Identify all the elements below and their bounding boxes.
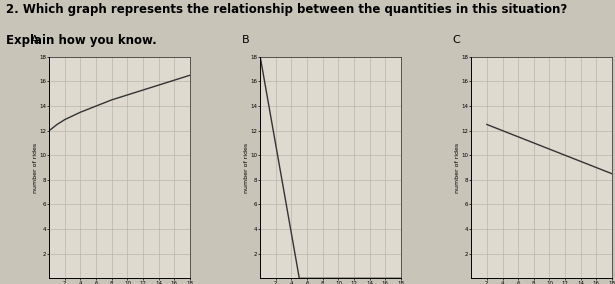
Y-axis label: number of rides: number of rides: [33, 143, 38, 193]
Y-axis label: number of rides: number of rides: [244, 143, 249, 193]
Text: Explain how you know.: Explain how you know.: [6, 34, 157, 47]
Text: C: C: [453, 36, 461, 45]
Y-axis label: number of rides: number of rides: [455, 143, 460, 193]
Text: 2. Which graph represents the relationship between the quantities in this situat: 2. Which graph represents the relationsh…: [6, 3, 568, 16]
Text: A: A: [31, 36, 38, 45]
Text: B: B: [242, 36, 250, 45]
